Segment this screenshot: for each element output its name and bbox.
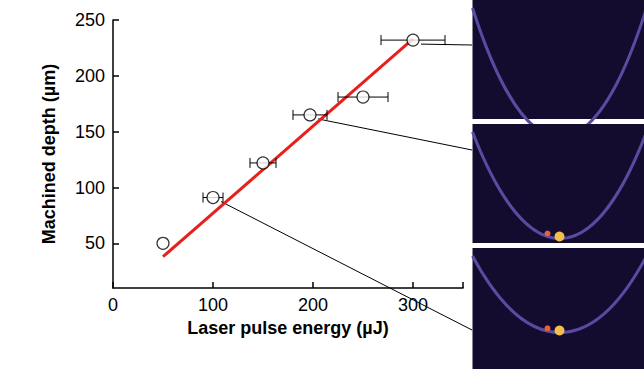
svg-text:200: 200: [298, 295, 328, 315]
svg-text:200: 200: [75, 66, 105, 86]
svg-text:250: 250: [75, 10, 105, 30]
svg-text:100: 100: [75, 178, 105, 198]
svg-text:150: 150: [75, 122, 105, 142]
svg-text:Laser pulse energy (µJ): Laser pulse energy (µJ): [187, 318, 388, 338]
svg-text:Machined depth (µm): Machined depth (µm): [39, 64, 59, 244]
svg-text:100: 100: [198, 295, 228, 315]
svg-text:50: 50: [85, 233, 105, 253]
svg-text:0: 0: [108, 295, 118, 315]
svg-text:300: 300: [398, 295, 428, 315]
